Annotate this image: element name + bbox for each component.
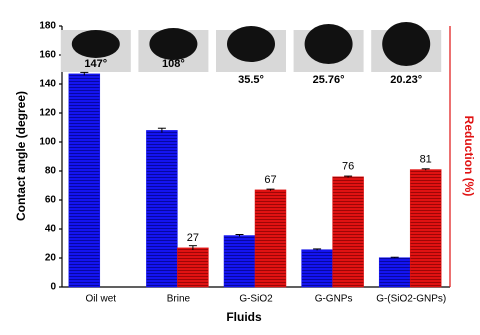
y-tick-label: 20 (45, 253, 57, 264)
droplet (71, 30, 120, 58)
droplet (227, 26, 275, 62)
angle-label: 147° (84, 58, 107, 70)
x-tick-label: G-SiO2 (239, 294, 273, 305)
x-axis-label: Fluids (226, 310, 262, 324)
y-tick-label: 160 (39, 50, 56, 61)
x-tick-label: Oil wet (86, 294, 117, 305)
data-label: 76 (342, 161, 354, 173)
bar (177, 247, 209, 288)
data-label: 27 (187, 232, 199, 244)
data-label: 81 (420, 153, 432, 165)
droplet (304, 24, 353, 64)
data-label: 67 (264, 174, 276, 186)
bar (254, 189, 287, 288)
angle-label: 108° (162, 58, 185, 70)
y-axis-label: Contact angle (degree) (14, 91, 28, 221)
y-tick-label: 100 (39, 137, 56, 148)
droplet (382, 22, 431, 66)
y-tick-label: 180 (39, 21, 56, 32)
bar (378, 257, 411, 288)
bar (409, 169, 442, 288)
x-tick-label: Brine (167, 294, 191, 305)
bar (68, 73, 101, 288)
y-tick-label: 120 (39, 108, 56, 119)
angle-label: 20.23° (390, 74, 422, 86)
angle-label: 35.5° (238, 74, 264, 86)
bar (301, 249, 333, 288)
y-tick-label: 140 (39, 79, 56, 90)
bar (223, 235, 256, 288)
x-tick-label: G-(SiO2-GNPs) (376, 294, 446, 305)
bar (146, 130, 178, 288)
y-tick-label: 40 (45, 224, 57, 235)
y-tick-label: 80 (45, 166, 57, 177)
angle-label: 25.76° (313, 74, 345, 86)
y2-axis-label: Reduction (%) (462, 116, 476, 197)
y-tick-label: 0 (50, 282, 56, 293)
bar (332, 176, 364, 288)
x-tick-label: G-GNPs (315, 294, 353, 305)
droplet (149, 28, 198, 60)
y-tick-label: 60 (45, 195, 57, 206)
